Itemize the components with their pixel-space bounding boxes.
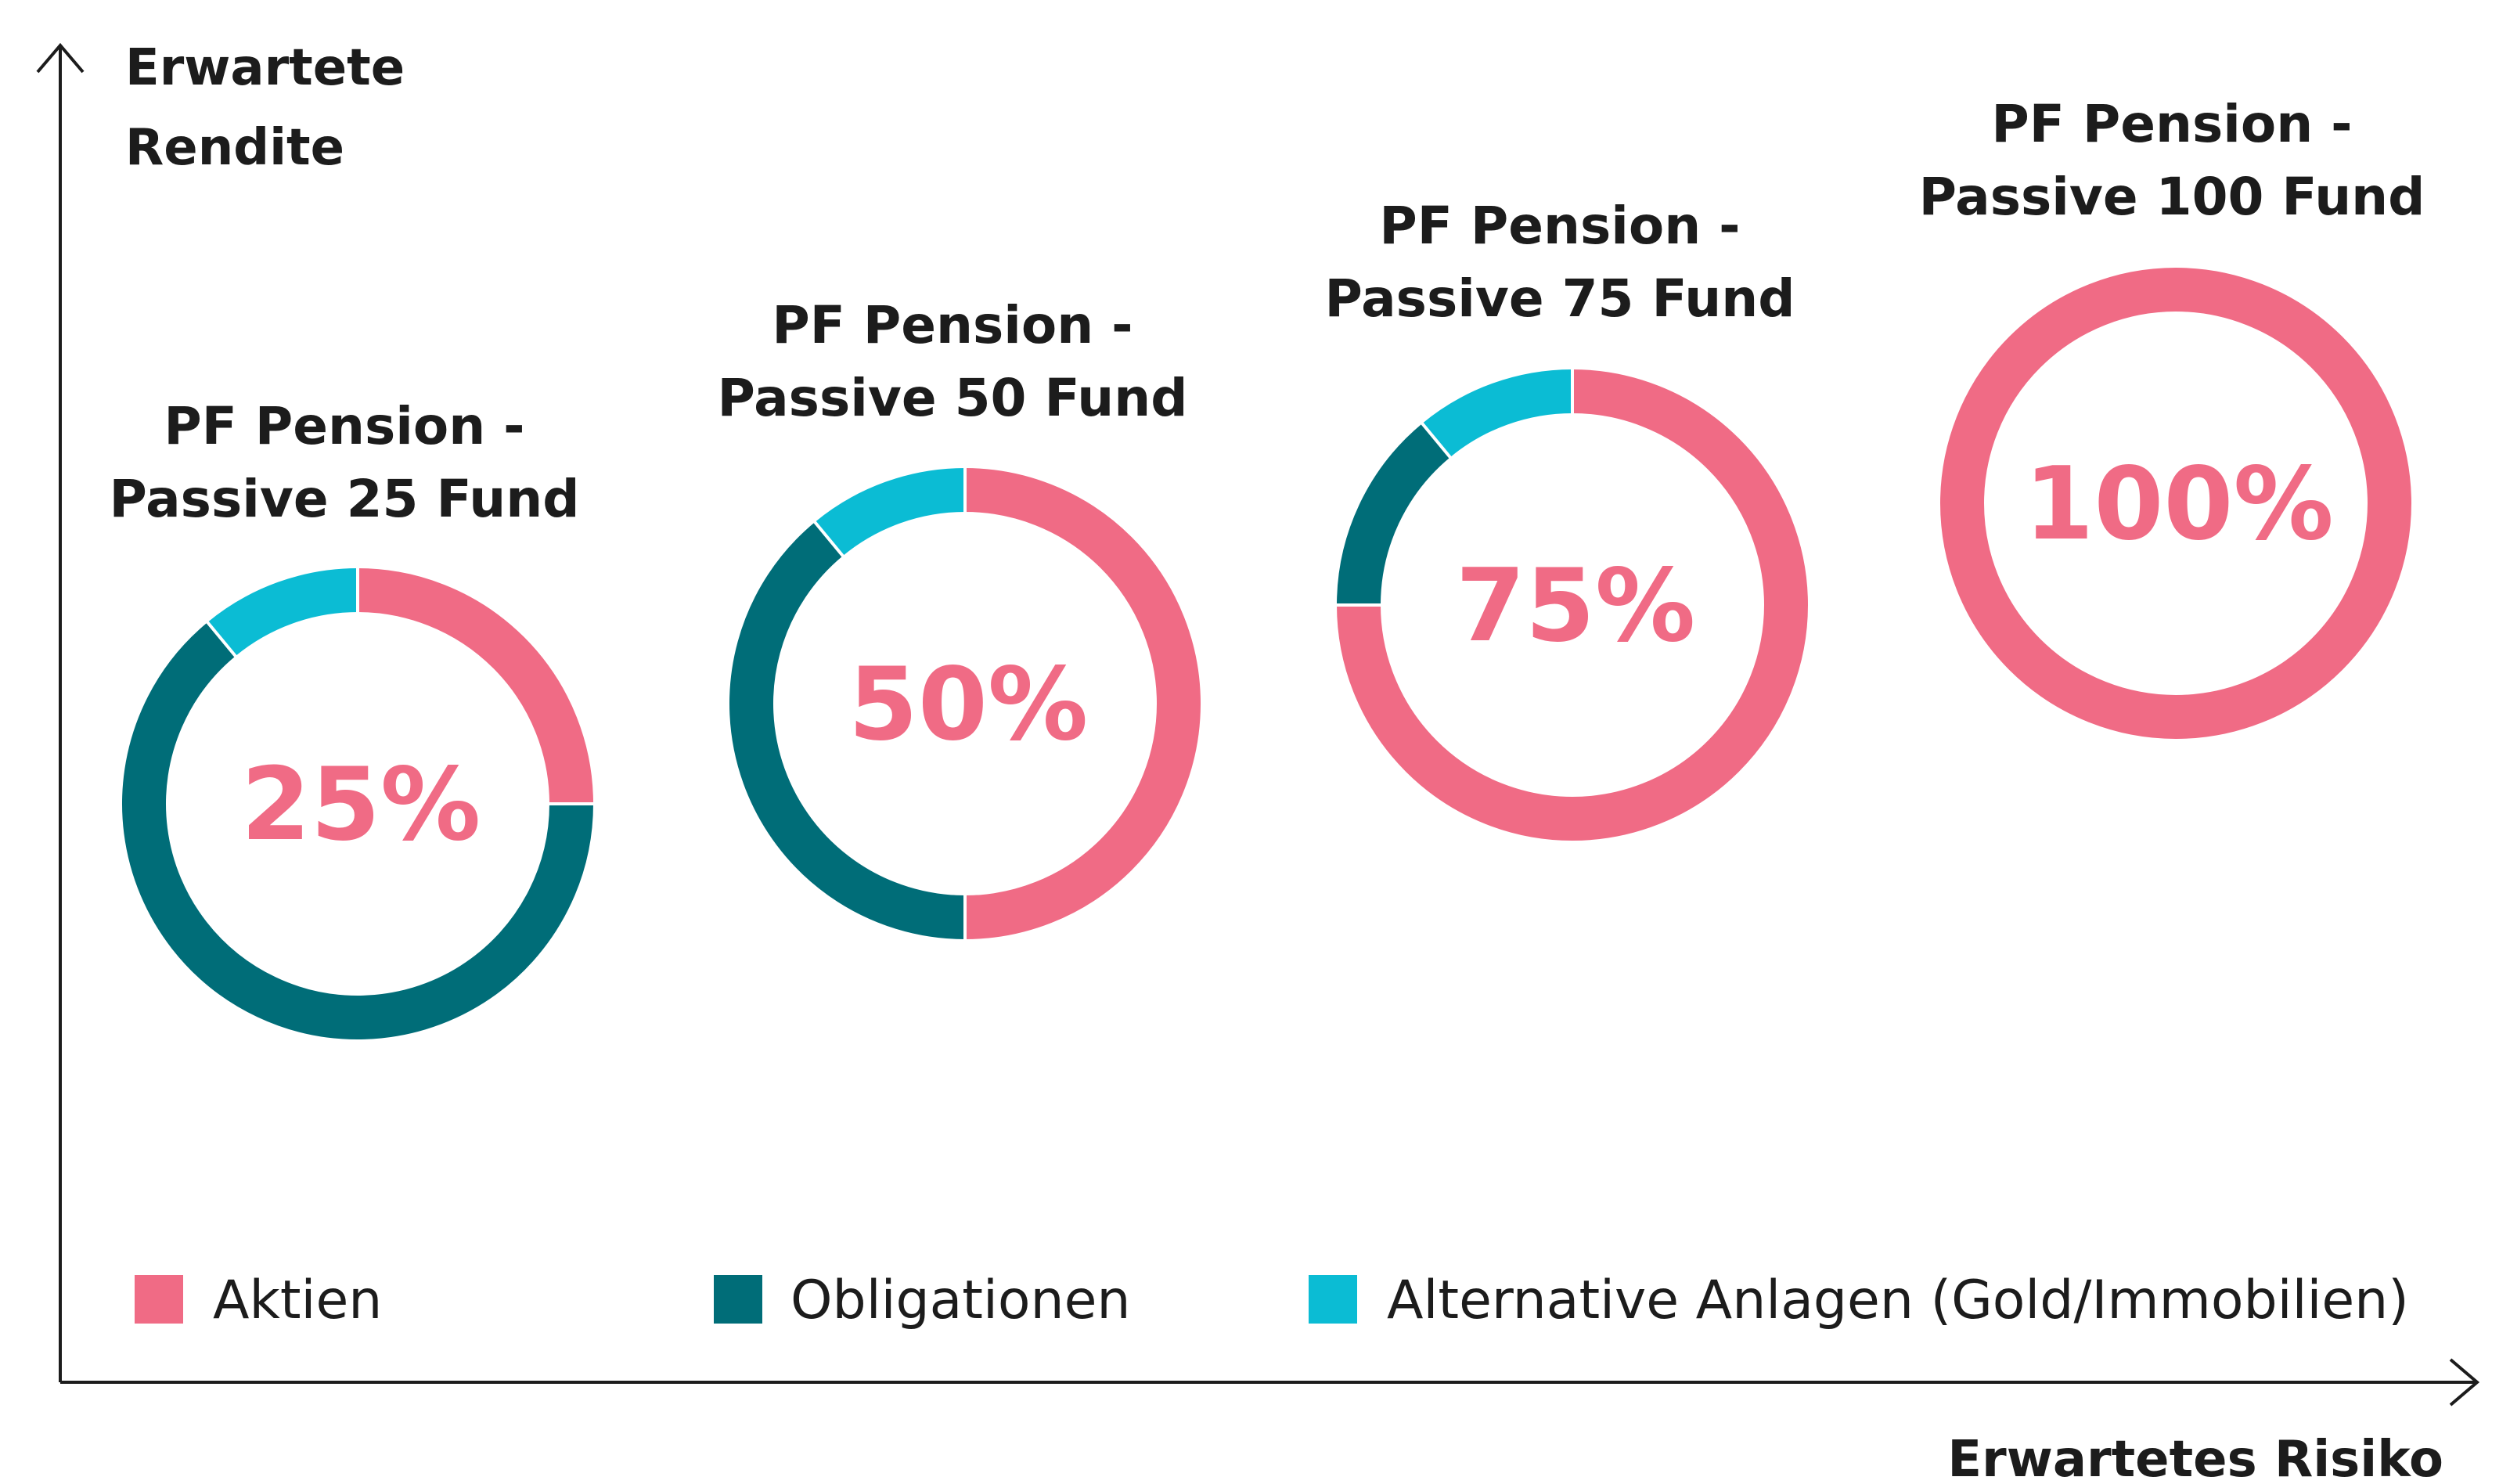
legend-item-obligationen: Obligationen — [714, 1270, 1131, 1331]
donut-1-slice-alternative-anlagen-gold-immobilien — [207, 568, 358, 657]
fund-title-2-line1: PF Pension - — [772, 295, 1133, 355]
donut-1-center-label: 25% — [241, 747, 481, 863]
fund-title-3-line1: PF Pension - — [1379, 196, 1740, 256]
donut-3-separator-3 — [1420, 421, 1453, 460]
legend-item-aktien: Aktien — [135, 1270, 382, 1331]
x-axis — [60, 1358, 2480, 1407]
donut-3-center-label: 75% — [1456, 548, 1695, 665]
fund-donut-1: PF Pension - Passive 25 Fund 25% — [110, 396, 595, 1039]
y-axis-title-line2: Rendite — [125, 119, 344, 177]
donut-2-slice-obligationen — [729, 522, 966, 939]
fund-title-2-line2: Passive 50 Fund — [718, 368, 1188, 428]
fund-title-4-line2: Passive 100 Fund — [1919, 167, 2425, 227]
fund-title-1-line1: PF Pension - — [164, 396, 524, 456]
legend: Aktien Obligationen Alternative Anlagen … — [135, 1270, 2409, 1331]
donut-2-slice-alternative-anlagen-gold-immobilien — [815, 468, 966, 556]
x-axis-title: Erwartetes Risiko — [1947, 1431, 2443, 1484]
legend-label-alternative-anlagen: Alternative Anlagen (Gold/Immobilien) — [1387, 1270, 2409, 1331]
donut-3-slice-aktien — [1337, 369, 1808, 841]
legend-label-aktien: Aktien — [213, 1270, 382, 1331]
donut-4-slice-aktien — [1940, 268, 2411, 739]
legend-swatch-alternative-anlagen — [1309, 1275, 1357, 1324]
donut-4-center-label: 100% — [2024, 446, 2333, 563]
x-axis-arrow-icon — [2449, 1358, 2480, 1407]
donut-3-slice-alternative-anlagen-gold-immobilien — [1422, 369, 1573, 458]
y-axis — [36, 42, 85, 1382]
fund-donut-2: PF Pension - Passive 50 Fund 50% — [718, 295, 1201, 941]
y-axis-arrow-icon — [36, 42, 85, 74]
legend-swatch-obligationen — [714, 1275, 762, 1324]
donut-2-center-label: 50% — [848, 647, 1088, 763]
legend-label-obligationen: Obligationen — [790, 1270, 1131, 1331]
legend-item-alternative-anlagen: Alternative Anlagen (Gold/Immobilien) — [1309, 1270, 2409, 1331]
y-axis-title-line1: Erwartete — [125, 39, 405, 97]
donut-1-separator-3 — [205, 620, 238, 659]
donut-1-slice-aktien — [357, 568, 593, 805]
donut-2-separator-3 — [812, 520, 845, 559]
fund-title-3-line2: Passive 75 Fund — [1325, 268, 1795, 329]
fund-donut-3: PF Pension - Passive 75 Fund 75% — [1325, 196, 1808, 841]
donut-2-slice-aktien — [964, 468, 1201, 939]
donut-1-slice-obligationen — [122, 622, 593, 1039]
fund-title-1-line2: Passive 25 Fund — [110, 469, 580, 529]
fund-donut-4: PF Pension - Passive 100 Fund 100% — [1919, 94, 2425, 739]
fund-title-4-line1: PF Pension - — [1991, 94, 2352, 154]
donut-3-slice-obligationen — [1337, 423, 1451, 606]
legend-swatch-aktien — [135, 1275, 183, 1324]
